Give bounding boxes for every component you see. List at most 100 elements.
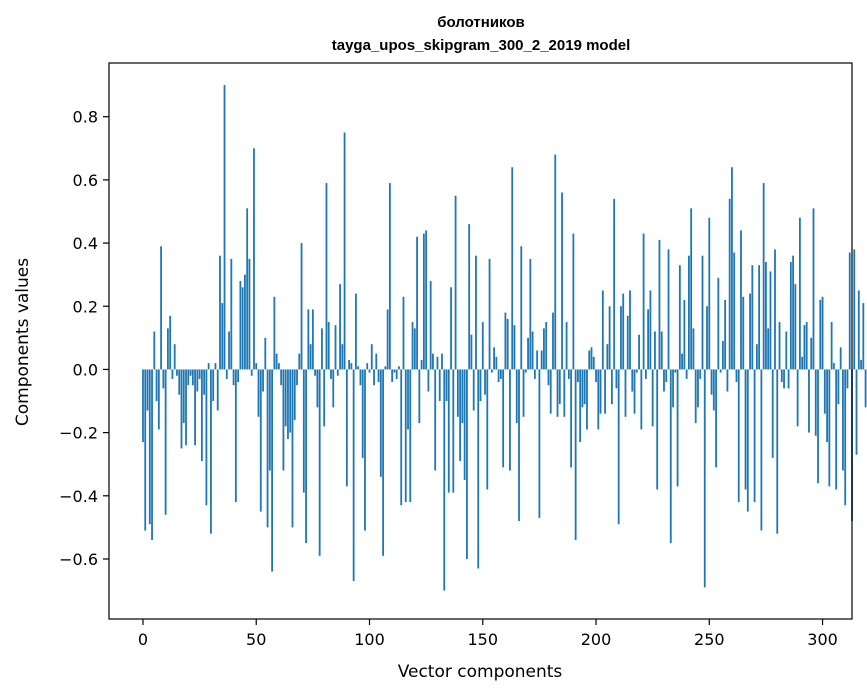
bar-139 — [456, 369, 459, 417]
bar-270 — [753, 369, 756, 503]
bar-203 — [601, 290, 604, 370]
bar-266 — [744, 369, 747, 490]
bar-180 — [549, 369, 552, 414]
bars-group — [142, 85, 867, 591]
bar-213 — [624, 369, 627, 417]
bar-59 — [275, 353, 278, 370]
bar-232 — [667, 249, 670, 370]
bar-244 — [694, 369, 697, 424]
bar-179 — [547, 369, 550, 386]
bar-36 — [223, 85, 226, 370]
bar-149 — [479, 369, 482, 402]
bar-103 — [375, 353, 378, 370]
bar-44 — [241, 287, 244, 370]
bar-75 — [311, 309, 314, 370]
bar-89 — [343, 132, 346, 370]
bar-129 — [434, 369, 437, 471]
bar-105 — [379, 369, 382, 477]
bar-82 — [327, 322, 330, 370]
bar-16 — [178, 369, 181, 395]
bar-308 — [839, 347, 842, 370]
bar-26 — [200, 369, 203, 462]
bar-76 — [314, 369, 317, 376]
bar-205 — [606, 344, 609, 370]
bar-187 — [565, 322, 568, 370]
bar-195 — [583, 369, 586, 405]
bar-178 — [545, 322, 548, 370]
bar-109 — [388, 183, 391, 370]
bar-20 — [187, 369, 190, 386]
bar-34 — [219, 255, 221, 370]
bar-214 — [626, 315, 629, 370]
bar-77 — [316, 369, 319, 408]
bar-221 — [642, 233, 645, 370]
bar-206 — [608, 306, 611, 370]
bar-81 — [325, 183, 328, 370]
bar-0 — [142, 369, 144, 443]
bar-49 — [253, 148, 255, 370]
bar-287 — [792, 255, 795, 370]
bar-310 — [844, 369, 847, 506]
bar-162 — [509, 369, 511, 471]
bar-192 — [577, 369, 579, 383]
bar-275 — [765, 262, 767, 370]
x-tick-label: 250 — [694, 630, 725, 649]
bar-181 — [552, 312, 554, 370]
bar-21 — [189, 369, 192, 376]
y-tick-label: −0.4 — [59, 487, 98, 506]
bar-5 — [153, 331, 156, 370]
bar-279 — [774, 249, 776, 370]
bar-176 — [540, 350, 543, 370]
bar-280 — [776, 369, 779, 534]
bar-107 — [384, 366, 387, 370]
bar-79 — [321, 328, 323, 370]
bar-190 — [572, 233, 575, 370]
bar-286 — [789, 262, 792, 370]
bar-177 — [543, 328, 545, 370]
bar-153 — [488, 258, 491, 370]
bar-146 — [472, 369, 475, 411]
y-tick-label: −0.6 — [59, 550, 98, 569]
bar-52 — [259, 369, 262, 512]
bar-200 — [595, 369, 597, 383]
bar-128 — [432, 353, 434, 370]
bar-174 — [536, 350, 539, 370]
bar-56 — [268, 369, 271, 471]
bar-142 — [463, 369, 466, 480]
bar-220 — [640, 369, 643, 430]
bar-156 — [495, 356, 498, 370]
y-tick-label: 0.8 — [73, 108, 98, 127]
bar-319 — [864, 369, 867, 408]
bar-95 — [357, 366, 360, 370]
bar-92 — [350, 363, 353, 370]
bar-71 — [302, 369, 305, 493]
x-tick-label: 300 — [807, 630, 838, 649]
bar-173 — [533, 369, 536, 379]
bar-208 — [613, 198, 616, 370]
bar-66 — [291, 369, 294, 528]
bar-317 — [860, 359, 862, 370]
bar-41 — [234, 369, 237, 503]
bar-297 — [814, 369, 817, 436]
bar-40 — [232, 369, 235, 386]
bar-10 — [164, 369, 167, 515]
bar-85 — [334, 325, 337, 370]
bar-224 — [649, 290, 652, 370]
bar-218 — [635, 369, 638, 373]
bar-47 — [248, 258, 251, 370]
bar-151 — [484, 369, 486, 395]
bar-284 — [785, 331, 788, 370]
bar-18 — [182, 369, 185, 424]
bar-268 — [749, 293, 751, 370]
bar-265 — [742, 296, 745, 370]
bar-17 — [180, 369, 183, 449]
bar-45 — [244, 274, 246, 370]
bar-15 — [176, 369, 178, 376]
bar-250 — [708, 217, 711, 370]
bar-43 — [239, 280, 242, 370]
bar-257 — [724, 299, 727, 370]
bar-161 — [506, 318, 509, 370]
bar-166 — [518, 369, 520, 522]
bar-115 — [402, 296, 405, 370]
bar-299 — [819, 299, 822, 370]
